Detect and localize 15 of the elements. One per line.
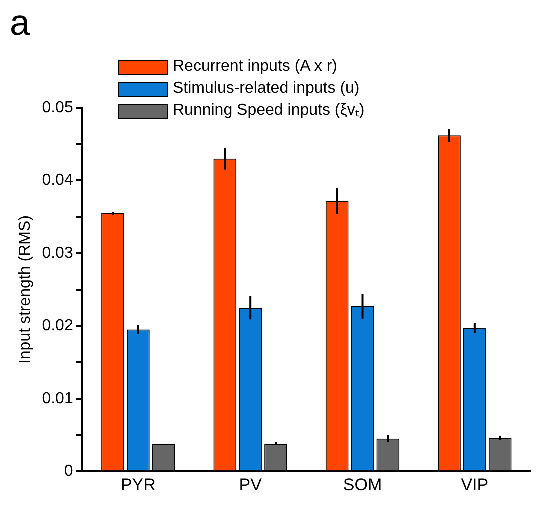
y-tick-label: 0.04 — [42, 172, 74, 190]
y-tick-label: 0.01 — [42, 390, 74, 408]
x-tick-label: VIP — [461, 475, 489, 494]
y-tick-label: 0.05 — [42, 99, 74, 116]
x-tick-label: PYR — [120, 475, 156, 494]
x-tick-label: PV — [239, 475, 263, 494]
y-tick-label: 0.02 — [42, 318, 74, 335]
legend-label: Running Speed inputs (ξvₜ) — [173, 101, 365, 121]
y-axis-title: Input strength (RMS) — [17, 216, 34, 364]
text: a — [10, 2, 30, 44]
y-tick-label: 0 — [64, 463, 74, 480]
x-tick-label: SOM — [343, 475, 382, 494]
y-tick-label: 0.03 — [42, 244, 74, 262]
legend-label: Stimulus-related inputs (u) — [173, 79, 360, 99]
legend-label: Recurrent inputs (A x r) — [173, 57, 338, 77]
